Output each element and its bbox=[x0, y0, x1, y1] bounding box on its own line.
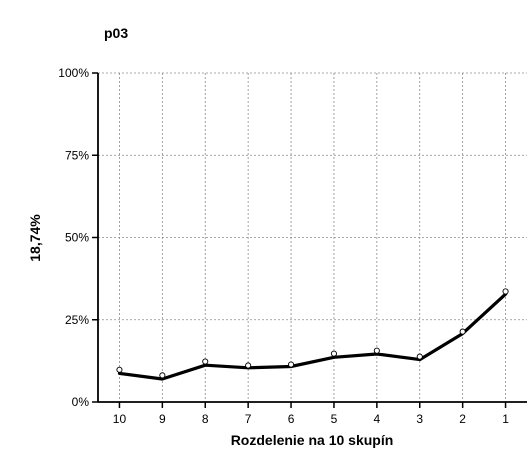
data-point-marker bbox=[159, 372, 166, 379]
x-tick-label: 8 bbox=[202, 412, 209, 426]
series-line bbox=[117, 292, 508, 381]
x-tick-label: 2 bbox=[459, 412, 466, 426]
data-point-marker bbox=[330, 350, 338, 357]
data-point-marker bbox=[373, 347, 380, 354]
data-point-marker bbox=[287, 361, 295, 368]
data-point-marker bbox=[502, 288, 509, 295]
x-tick-label: 10 bbox=[113, 412, 127, 426]
x-tick-label: 4 bbox=[374, 412, 381, 426]
x-tick-label: 9 bbox=[159, 412, 166, 426]
series-layer bbox=[116, 288, 509, 381]
data-point-marker bbox=[116, 366, 123, 373]
y-tick-label: 50% bbox=[65, 231, 89, 245]
y-tick-label: 100% bbox=[58, 66, 89, 80]
y-axis-title: 18,74% bbox=[27, 214, 43, 262]
chart-title: p03 bbox=[104, 25, 128, 41]
data-point-marker bbox=[416, 353, 423, 360]
x-axis-ticks: 10 9 8 7 6 5 4 3 2 1 bbox=[113, 402, 509, 426]
data-point-marker bbox=[202, 358, 209, 365]
y-axis-ticks: 0% 25% 50% 75% 100% bbox=[58, 66, 98, 409]
x-tick-label: 6 bbox=[288, 412, 295, 426]
data-point-marker bbox=[459, 328, 466, 335]
y-tick-label: 25% bbox=[65, 313, 89, 327]
x-axis-title: Rozdelenie na 10 skupín bbox=[231, 432, 394, 448]
x-tick-label: 5 bbox=[331, 412, 338, 426]
gridlines bbox=[98, 72, 527, 402]
data-point-marker bbox=[245, 362, 252, 369]
y-tick-label: 0% bbox=[72, 395, 90, 409]
y-tick-label: 75% bbox=[65, 148, 89, 162]
x-tick-label: 3 bbox=[416, 412, 423, 426]
x-tick-label: 7 bbox=[245, 412, 252, 426]
x-tick-label: 1 bbox=[502, 412, 509, 426]
